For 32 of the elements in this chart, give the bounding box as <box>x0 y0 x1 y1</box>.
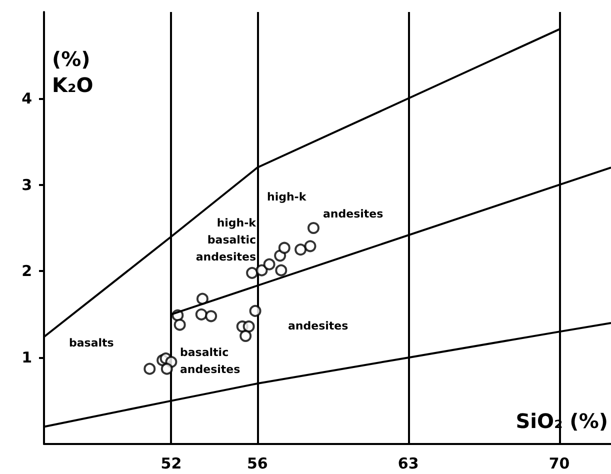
annotation: high-k <box>267 190 307 204</box>
point <box>205 310 218 322</box>
x-tick-label: 70 <box>548 454 570 472</box>
annotation: andesites <box>323 208 384 220</box>
y-axis-title: (%) K₂O <box>52 47 94 97</box>
y-tick-label: 3 <box>22 176 32 194</box>
x-tick-label: 63 <box>398 454 419 472</box>
point <box>249 304 262 317</box>
x-tick-label: 52 <box>160 454 182 472</box>
annotation: basaltic andesites <box>180 346 241 376</box>
point <box>278 242 290 254</box>
point <box>246 266 258 279</box>
y-tick-label: 4 <box>22 89 32 108</box>
y-tick-label: 1 <box>22 348 32 367</box>
point <box>263 258 276 270</box>
annotation: basalts <box>69 336 114 350</box>
point <box>307 222 320 234</box>
point <box>160 362 173 375</box>
point <box>195 308 208 320</box>
point <box>256 264 268 276</box>
annotation: high-k basaltic andesites <box>196 216 257 264</box>
y-tick-label: 2 <box>22 262 32 280</box>
point <box>275 264 288 276</box>
point <box>196 292 208 305</box>
point <box>144 362 156 375</box>
annotation: andesites <box>288 320 349 332</box>
point <box>174 318 186 331</box>
x-tick-label: 56 <box>246 454 268 472</box>
point <box>240 330 252 342</box>
point <box>294 244 307 256</box>
point <box>242 320 255 332</box>
point <box>304 240 316 252</box>
